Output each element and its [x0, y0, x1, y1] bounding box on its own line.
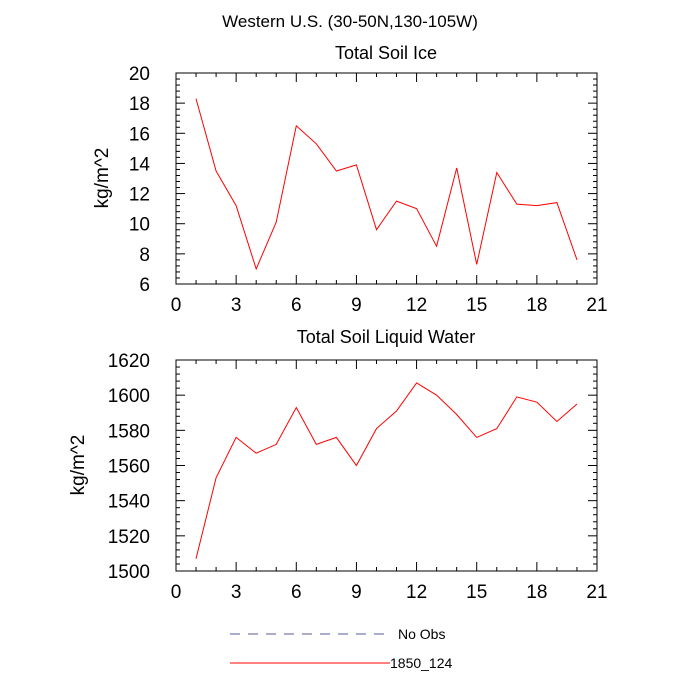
x-tick-label: 21 — [586, 295, 607, 316]
y-axis-label: kg/m^2 — [68, 435, 89, 496]
x-tick-label: 3 — [231, 295, 242, 316]
x-tick-label: 0 — [171, 295, 182, 316]
y-tick-label: 12 — [129, 185, 150, 206]
x-tick-label: 12 — [406, 295, 427, 316]
y-tick-label: 14 — [129, 154, 151, 175]
x-tick-label: 0 — [171, 582, 182, 603]
y-tick-label: 16 — [129, 124, 150, 145]
x-tick-label: 9 — [351, 582, 362, 603]
y-tick-label: 6 — [139, 275, 150, 296]
x-tick-label: 18 — [526, 295, 547, 316]
y-tick-label: 1560 — [108, 457, 150, 478]
chart-title: Total Soil Ice — [335, 43, 437, 63]
y-tick-label: 18 — [129, 94, 150, 115]
x-tick-label: 21 — [586, 582, 607, 603]
x-tick-label: 15 — [466, 295, 487, 316]
x-tick-label: 15 — [466, 582, 487, 603]
y-tick-label: 1500 — [108, 562, 150, 583]
y-axis-label: kg/m^2 — [92, 148, 113, 209]
y-tick-label: 1540 — [108, 492, 150, 513]
legend-label: No Obs — [398, 626, 445, 642]
chart-panel-soil-ice: Total Soil Ice kg/m^2 0 3 6 9 12 15 18 21 6 8 10 12… — [92, 43, 608, 316]
plot-frame — [176, 360, 597, 571]
chart-title: Total Soil Liquid Water — [297, 327, 475, 347]
legend-item-no-obs: No Obs — [230, 626, 445, 642]
y-tick-label: 1600 — [108, 386, 150, 407]
chart-panel-soil-liquid-water: Total Soil Liquid Water kg/m^2 0 3 6 9 12 15 1… — [68, 327, 608, 603]
plot-frame — [176, 73, 597, 284]
x-tick-label: 6 — [291, 582, 302, 603]
x-tick-label: 6 — [291, 295, 302, 316]
series-line — [196, 99, 577, 269]
legend: No Obs 1850_124 — [230, 626, 453, 671]
y-tick-label: 20 — [129, 64, 150, 85]
x-tick-label: 12 — [406, 582, 427, 603]
legend-item-1850-124: 1850_124 — [230, 655, 453, 671]
x-tick-label: 18 — [526, 582, 547, 603]
y-tick-label: 1620 — [108, 351, 150, 372]
series-line — [196, 383, 577, 559]
y-tick-label: 1520 — [108, 527, 150, 548]
figure: Total Soil Ice kg/m^2 0 3 6 9 12 15 18 21 6 8 10 12… — [0, 0, 700, 700]
y-tick-label: 10 — [129, 215, 150, 236]
legend-label: 1850_124 — [390, 655, 453, 671]
x-tick-label: 3 — [231, 582, 242, 603]
y-tick-label: 8 — [139, 245, 150, 266]
x-tick-label: 9 — [351, 295, 362, 316]
y-tick-label: 1580 — [108, 421, 150, 442]
